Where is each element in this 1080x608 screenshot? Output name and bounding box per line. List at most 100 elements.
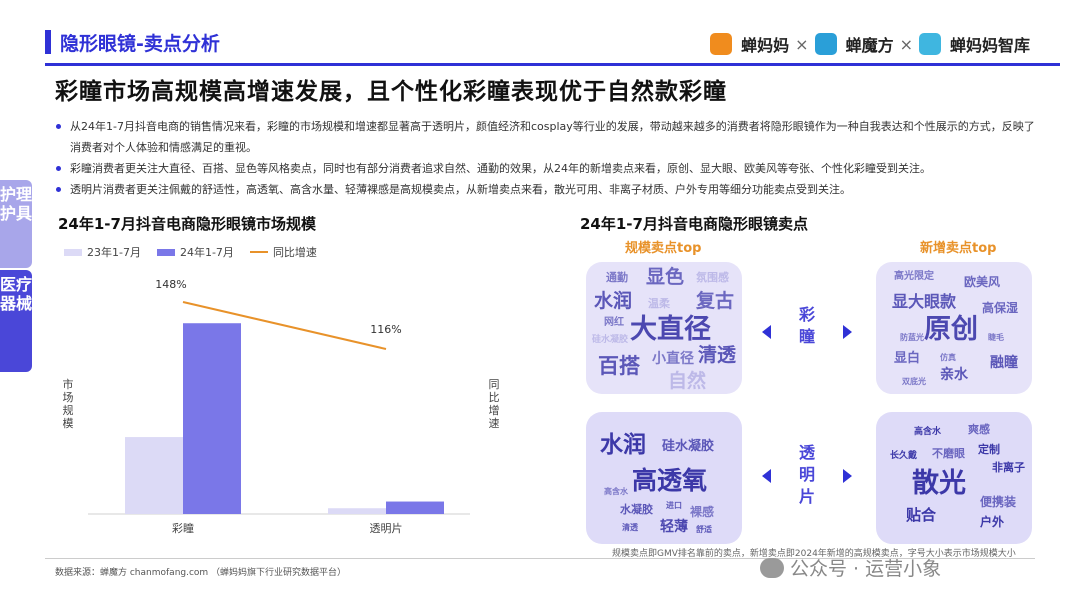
cloud-word: 亲水 [940,367,968,383]
x-tick-label: 透明片 [370,522,403,535]
bullet-item: 彩瞳消费者更关注大直径、百搭、显色等风格卖点，同时也有部分消费者追求自然、通勤的… [52,158,1037,179]
cloud-word: 高光限定 [894,271,934,282]
page-title: 彩瞳市场高规模高增速发展，且个性化彩瞳表现优于自然款彩瞳 [55,79,727,105]
cloud-word: 显色 [646,266,685,288]
legend-label: 23年1-7月 [87,246,141,259]
data-source: 数据来源：蝉魔方 chanmofang.com （蝉妈妈旗下行业研究数据平台） [55,568,347,578]
growth-data-label: 116% [370,323,401,336]
chanmofang-logo-icon [814,33,837,55]
right-panel-title: 24年1-7月抖音电商隐形眼镜卖点 [580,215,808,233]
side-tab-medical[interactable]: 医疗器械 [0,270,32,372]
bullet-list: 从24年1-7月抖音电商的销售情况来看，彩瞳的市场规模和增速都显著高于透明片，颜… [52,116,1037,200]
new-head: 新增卖点top [920,241,997,256]
chart-legend: 23年1-7月 24年1-7月 同比增速 [64,244,317,260]
watermark: 公众号 · 运营小象 [760,554,941,581]
bar-2024-0 [183,323,241,514]
cloud-word: 小直径 [652,351,694,367]
cloud-word: 高保湿 [982,301,1019,315]
y2-axis-label: 同比增速 [488,378,500,430]
legend-label: 24年1-7月 [179,246,234,259]
arrow-right-icon [843,469,852,483]
cloud-word: 高含水 [914,427,942,437]
cloud-word: 户外 [980,515,1005,529]
legend-label: 同比增速 [272,246,317,259]
section-title: 隐形眼镜-卖点分析 [60,33,220,55]
footer-divider [45,558,1035,559]
clear-scale-cloud: 水润 硅水凝胶 高透氧 高含水 进口 水凝胶 裸感 清透 轻薄 舒适 [586,412,742,544]
footnote: 规模卖点即GMV排名靠前的卖点，新增卖点即2024年新增的高规模卖点，字号大小表… [612,549,1016,559]
side-tab-care[interactable]: 护理护具 [0,180,32,268]
clear-center-label: 透明片 [798,443,815,506]
brand-chanmama-zhiku: 蝉妈妈智库 [949,36,1030,55]
cloud-word: 显大眼款 [892,292,957,311]
market-size-chart: 彩瞳 透明片 148% 116% [88,278,470,535]
left-chart-title: 24年1-7月抖音电商隐形眼镜市场规模 [58,215,316,233]
caitong-scale-cloud: 通勤 显色 氛围感 水润 温柔 复古 网红 大直径 硅水凝胶 百搭 小直径 清透… [586,262,742,394]
brand-chanmama: 蝉妈妈 [741,36,790,55]
chanmama-logo-icon [710,33,733,55]
scale-head: 规模卖点top [625,241,702,256]
cloud-word: 清透 [622,523,638,532]
header-accent-bar [45,30,51,54]
cloud-word: 轻薄 [660,519,688,535]
cloud-word: 睫毛 [988,333,1004,342]
bar-2023-0 [125,437,183,514]
cloud-word: 防蓝光 [900,333,924,342]
brand-separator: × [795,34,809,54]
cloud-word: 百搭 [598,354,640,378]
cloud-word: 双底光 [902,377,926,386]
cloud-word: 进口 [666,501,682,510]
cloud-word: 贴合 [906,506,937,524]
cloud-word: 水润 [600,432,646,458]
cloud-word: 大直径 [630,314,711,345]
cloud-word: 仿真 [940,353,956,362]
cloud-word: 融瞳 [990,355,1018,371]
cloud-word: 清透 [698,344,737,366]
cloud-word: 定制 [978,443,1000,456]
cloud-word: 散光 [912,468,966,499]
legend-item-2023: 23年1-7月 [64,244,141,260]
cloud-word: 爽感 [968,423,990,436]
legend-item-growth: 同比增速 [249,244,317,260]
legend-swatch [156,248,175,256]
bar-2023-1 [328,508,386,514]
cloud-word: 复古 [696,290,735,312]
cloud-word: 欧美风 [964,275,1001,289]
bar-2024-1 [386,501,444,514]
wechat-icon [760,557,784,578]
bullet-item: 从24年1-7月抖音电商的销售情况来看，彩瞳的市场规模和增速都显著高于透明片，颜… [52,116,1037,158]
caitong-center-label: 彩瞳 [798,305,815,346]
cloud-word: 硅水凝胶 [662,439,715,454]
cloud-word: 裸感 [690,505,715,519]
legend-swatch [64,248,82,256]
cloud-word: 不磨眼 [932,447,965,460]
cloud-word: 舒适 [696,525,712,534]
cloud-word: 高透氧 [632,466,708,495]
cloud-word: 氛围感 [696,271,729,284]
header-divider [45,63,1060,66]
brand-separator: × [899,34,913,54]
cloud-word: 通勤 [606,271,628,284]
watermark-text: 公众号 · 运营小象 [790,558,942,580]
clear-new-cloud: 高含水 爽感 长久戴 不磨眼 定制 非离子 散光 便携装 贴合 户外 [876,412,1032,544]
cloud-word: 长久戴 [890,451,918,461]
cloud-word: 自然 [668,370,707,392]
growth-data-label: 148% [155,278,186,291]
cloud-word: 非离子 [992,461,1025,474]
arrow-left-icon [762,469,771,483]
cloud-word: 水凝胶 [620,503,653,516]
arrow-right-icon [843,325,852,339]
cloud-word: 原创 [924,314,978,345]
x-tick-label: 彩瞳 [172,521,194,535]
brand-logos: 蝉妈妈 × 蝉魔方 × 蝉妈妈智库 [710,32,1030,56]
growth-line [182,301,387,350]
cloud-word: 高含水 [604,487,628,496]
caitong-new-cloud: 高光限定 欧美风 显大眼款 高保湿 原创 显白 亲水 融瞳 双底光 防蓝光 仿真… [876,262,1032,394]
legend-item-2024: 24年1-7月 [156,244,234,260]
y-axis-label: 市场规模 [62,378,74,430]
bullet-item: 透明片消费者更关注佩戴的舒适性，高透氧、高含水量、轻薄裸感是高规模卖点，从新增卖… [52,179,1037,200]
cloud-word: 水润 [594,290,633,312]
cloud-word: 显白 [894,351,921,366]
brand-chanmofang: 蝉魔方 [845,36,894,55]
cloud-word: 温柔 [648,297,670,310]
